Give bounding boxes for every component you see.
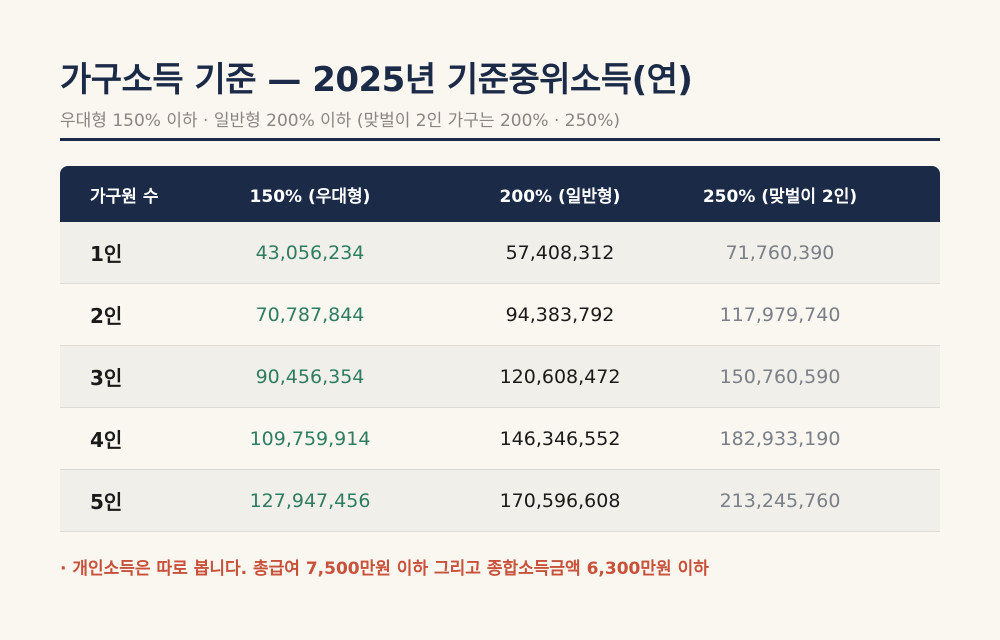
row-household-size: 3인 [90, 366, 123, 390]
page-title: 가구소득 기준 — 2025년 기준중위소득(연) [60, 60, 693, 100]
table-row: 4인 109,759,914 146,346,552 182,933,190 [60, 408, 940, 470]
row-value-150: 43,056,234 [255, 241, 365, 264]
row-household-size: 2인 [90, 304, 123, 328]
row-value-250: 150,760,590 [719, 365, 841, 388]
footnote: · 개인소득은 따로 봅니다. 총급여 7,500만원 이하 그리고 종합소득금… [60, 559, 709, 579]
row-value-250: 182,933,190 [719, 427, 841, 450]
row-value-200: 120,608,472 [499, 365, 621, 388]
row-value-150: 90,456,354 [255, 365, 365, 388]
header-200-general: 200% (일반형) [499, 186, 621, 207]
row-value-150: 127,947,456 [249, 489, 371, 512]
row-value-250: 117,979,740 [719, 303, 841, 326]
header-150-preferential: 150% (우대형) [249, 186, 371, 207]
row-household-size: 4인 [90, 428, 123, 452]
row-value-200: 170,596,608 [499, 489, 621, 512]
header-250-dual-income: 250% (맞벌이 2인) [702, 186, 858, 207]
row-value-150: 109,759,914 [249, 427, 371, 450]
row-value-250: 71,760,390 [725, 241, 835, 264]
row-value-150: 70,787,844 [255, 303, 365, 326]
row-value-200: 94,383,792 [505, 303, 615, 326]
row-household-size: 5인 [90, 490, 123, 514]
row-value-250: 213,245,760 [719, 489, 841, 512]
row-value-200: 146,346,552 [499, 427, 621, 450]
row-household-size: 1인 [90, 242, 123, 266]
row-value-200: 57,408,312 [505, 241, 615, 264]
page-subtitle: 우대형 150% 이하 · 일반형 200% 이하 (맞벌이 2인 가구는 20… [60, 111, 621, 131]
income-table: 가구원 수 150% (우대형) 200% (일반형) 250% (맞벌이 2인… [60, 166, 940, 532]
title-divider [60, 138, 940, 141]
table-header: 가구원 수 150% (우대형) 200% (일반형) 250% (맞벌이 2인… [60, 166, 940, 222]
table-row: 5인 127,947,456 170,596,608 213,245,760 [60, 470, 940, 532]
table-row: 1인 43,056,234 57,408,312 71,760,390 [60, 222, 940, 284]
table-row: 2인 70,787,844 94,383,792 117,979,740 [60, 284, 940, 346]
table-row: 3인 90,456,354 120,608,472 150,760,590 [60, 346, 940, 408]
header-household-size: 가구원 수 [90, 186, 159, 207]
